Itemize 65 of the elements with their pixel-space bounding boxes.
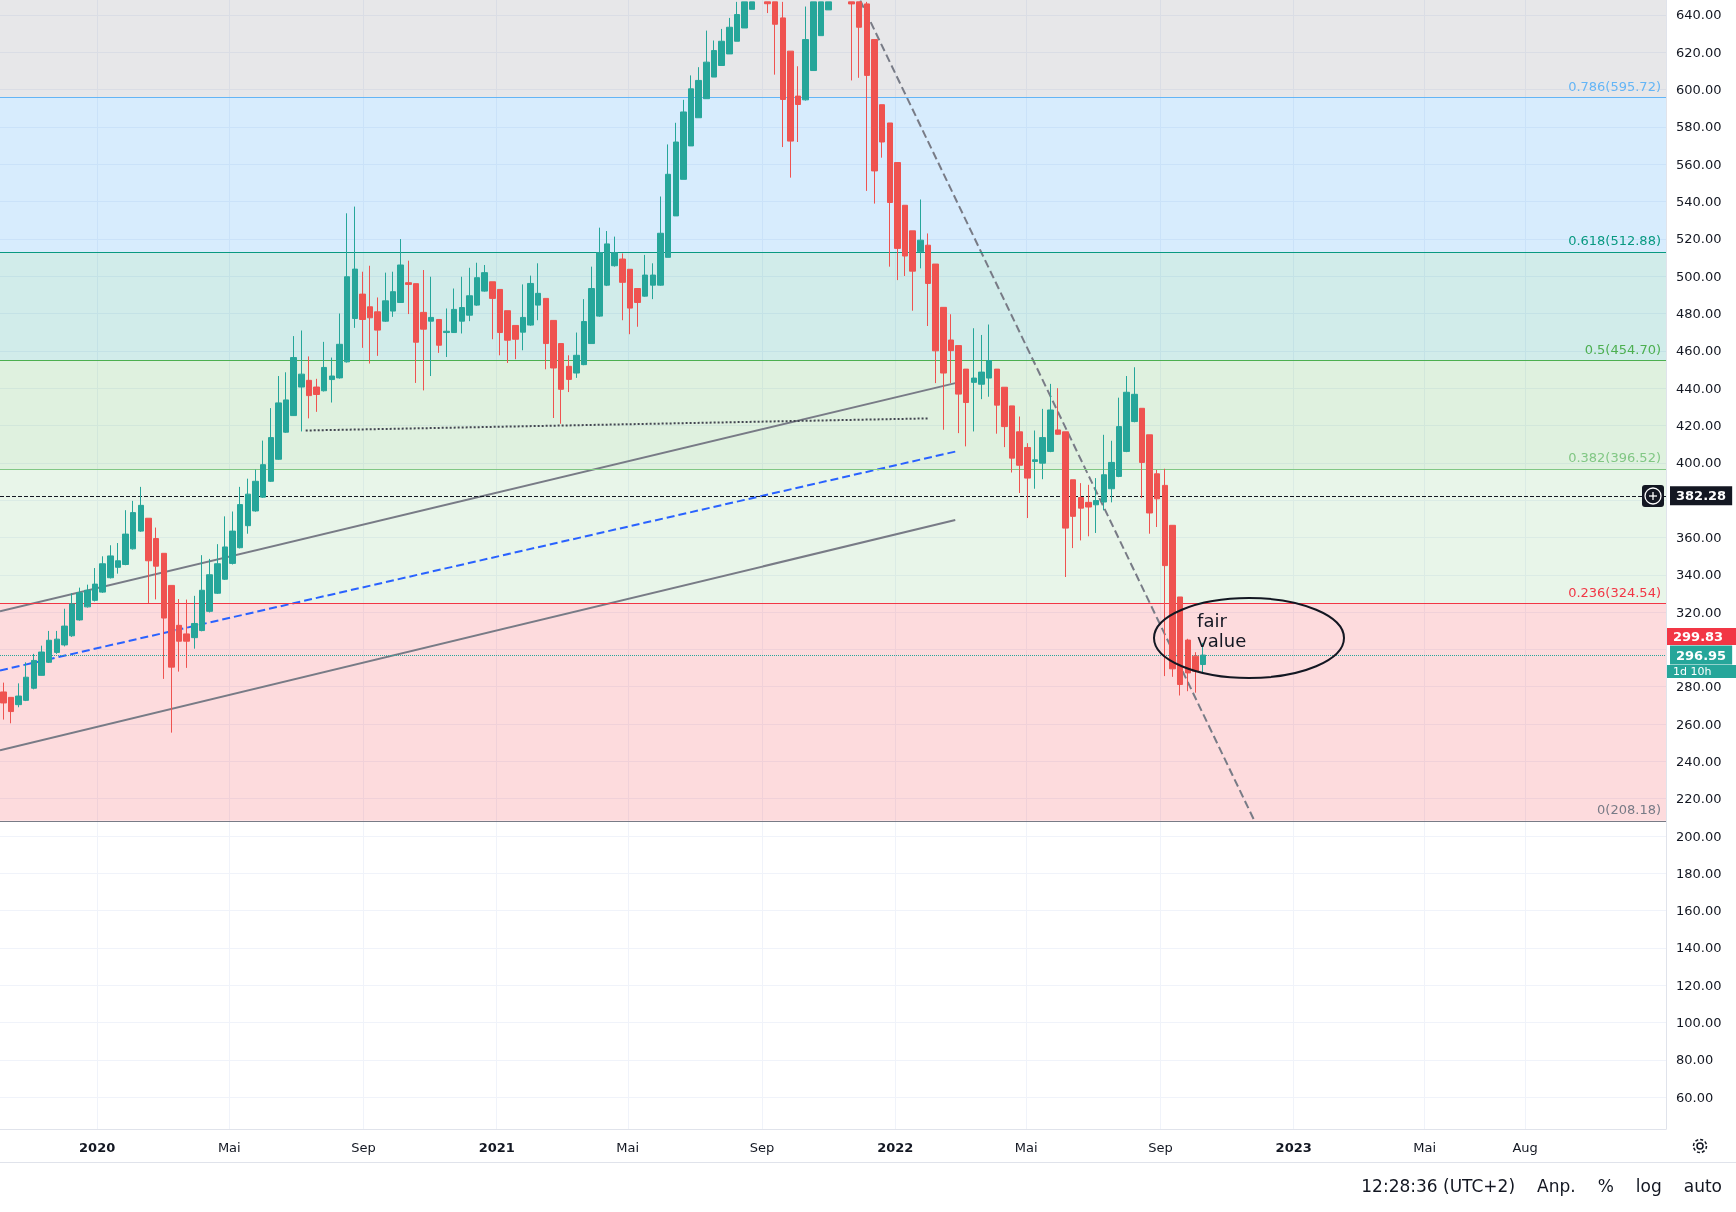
- text: log: [1635, 1176, 1662, 1196]
- text: %: [1597, 1176, 1614, 1196]
- x-tick-label: Sep: [1148, 1140, 1173, 1155]
- x-tick-label: 2020: [79, 1140, 116, 1155]
- ref-line-label: 0(208.18): [1597, 801, 1661, 817]
- text: 299.83: [1673, 629, 1724, 645]
- ref-line-label: 0.618(512.88): [1568, 233, 1661, 249]
- y-tick-label: 560.00: [1676, 156, 1722, 172]
- ref-line-label: 0.382(396.52): [1568, 450, 1661, 466]
- ref-line-label: 0.786(595.72): [1568, 78, 1661, 94]
- y-tick-label: 120.00: [1676, 977, 1722, 993]
- candlestick: [428, 276, 434, 377]
- y-tick-label: 580.00: [1676, 119, 1722, 135]
- y-tick-label: 360.00: [1676, 529, 1722, 545]
- candlestick: [917, 198, 924, 269]
- y-tick-label: 160.00: [1676, 903, 1722, 919]
- y-tick-label: 80.00: [1676, 1052, 1714, 1068]
- y-tick-label: 240.00: [1676, 753, 1722, 769]
- x-tick-label: Sep: [351, 1140, 376, 1155]
- text: 1d 10h: [1673, 665, 1712, 679]
- ref-line-label: 382.28: [1676, 488, 1727, 504]
- candlestick: [566, 354, 572, 393]
- y-tick-label: 340.00: [1676, 567, 1722, 583]
- x-tick-label: Sep: [749, 1140, 775, 1155]
- y-tick-label: 440.00: [1676, 380, 1722, 396]
- x-tick-label: 2021: [478, 1140, 515, 1155]
- y-tick-label: 480.00: [1676, 306, 1722, 322]
- y-tick-label: 500.00: [1676, 268, 1722, 284]
- ref-line-label: 0.236(324.54): [1568, 584, 1661, 600]
- x-tick-label: 2022: [877, 1140, 914, 1155]
- candlestick: [642, 254, 648, 298]
- y-tick-label: 100.00: [1676, 1015, 1722, 1031]
- annotation: fair value: [1197, 609, 1247, 651]
- y-tick-label: 520.00: [1676, 231, 1722, 247]
- text: auto: [1683, 1176, 1722, 1196]
- y-tick-label: 640.00: [1676, 7, 1722, 23]
- y-tick-label: 180.00: [1676, 865, 1722, 881]
- y-tick-label: 540.00: [1676, 194, 1722, 210]
- y-tick-label: 200.00: [1676, 828, 1722, 844]
- y-tick-label: 140.00: [1676, 940, 1722, 956]
- y-tick-label: 460.00: [1676, 343, 1722, 359]
- candlestick: [321, 341, 327, 393]
- candlestick: [436, 318, 442, 354]
- y-tick-label: 220.00: [1676, 791, 1722, 807]
- x-tick-label: Mai: [616, 1140, 640, 1155]
- x-tick-label: Aug: [1512, 1140, 1538, 1155]
- ref-line-label: 296.95: [1676, 647, 1727, 663]
- ref-line-label: 0.5(454.70): [1584, 341, 1661, 357]
- y-tick-label: 60.00: [1676, 1089, 1714, 1105]
- y-tick-label: 600.00: [1676, 82, 1722, 98]
- candlestick: [1093, 477, 1099, 534]
- x-tick-label: Mai: [1413, 1140, 1437, 1155]
- y-tick-label: 400.00: [1676, 455, 1722, 471]
- y-tick-label: 280.00: [1676, 679, 1722, 695]
- candlestick: [138, 486, 144, 533]
- text: 12:28:36 (UTC+2): [1361, 1176, 1516, 1196]
- text: Anp.: [1537, 1176, 1576, 1196]
- x-tick-label: 2023: [1275, 1140, 1312, 1155]
- candlestick: [352, 206, 358, 329]
- y-tick-label: 320.00: [1676, 604, 1722, 620]
- x-tick-label: Mai: [217, 1140, 241, 1155]
- x-tick-label: Mai: [1014, 1140, 1038, 1155]
- y-tick-label: 260.00: [1676, 716, 1722, 732]
- y-tick-label: 620.00: [1676, 44, 1722, 60]
- y-tick-label: 420.00: [1676, 417, 1722, 433]
